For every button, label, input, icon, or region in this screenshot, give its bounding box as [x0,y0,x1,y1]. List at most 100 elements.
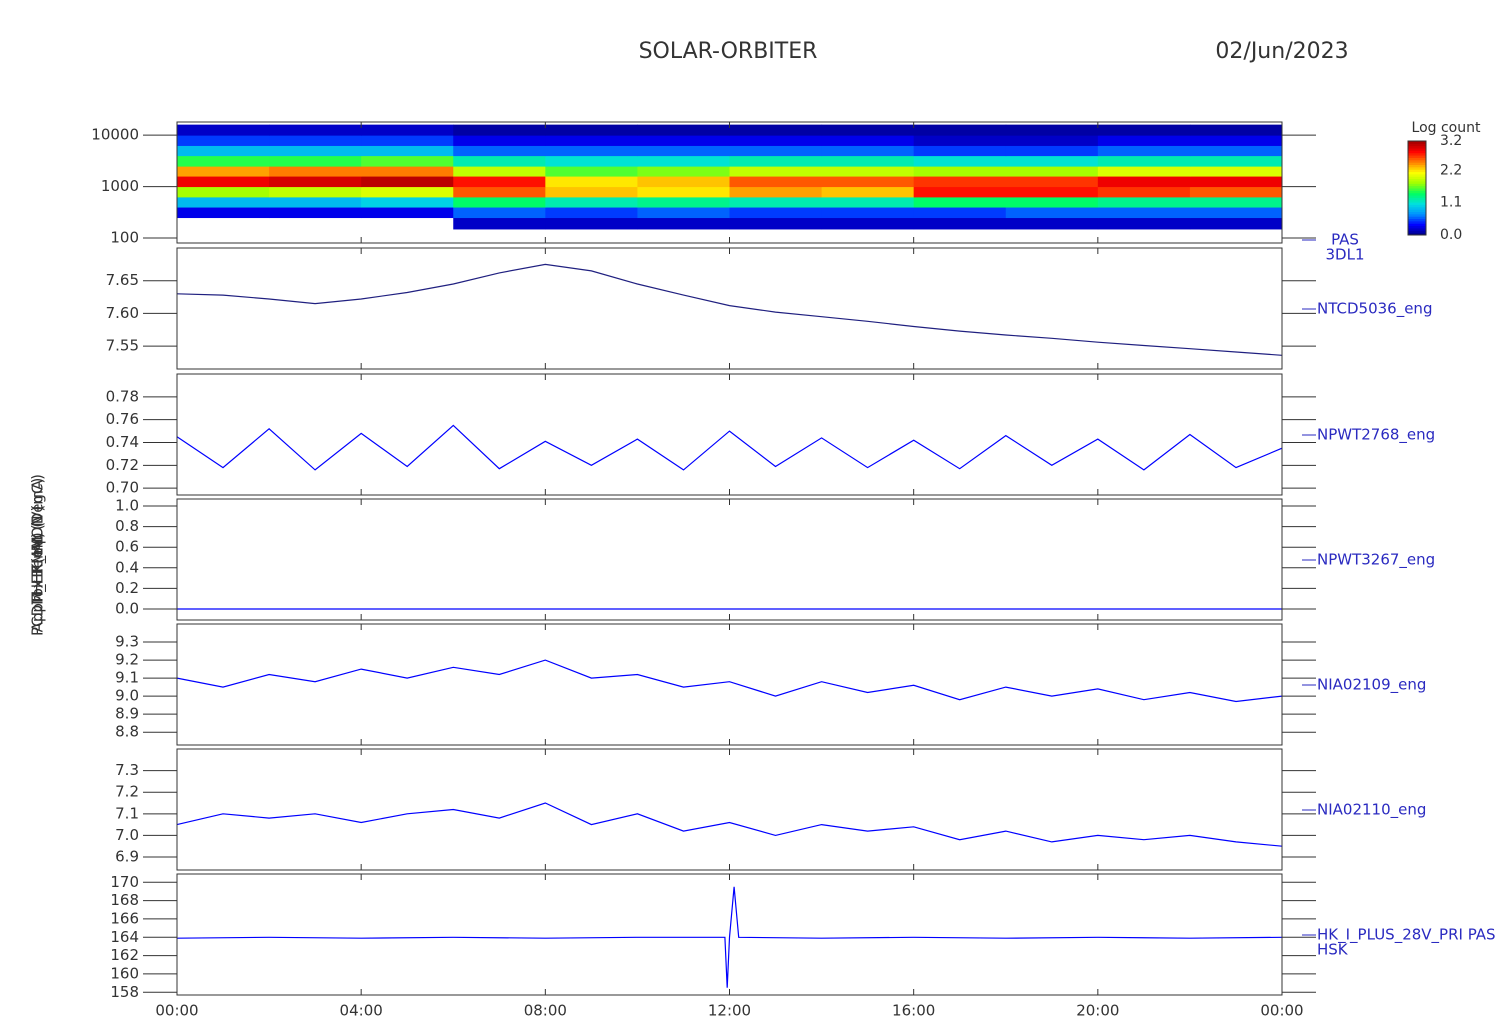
colorbar-swatch [1408,220,1426,224]
heatmap-cell [545,124,638,136]
colorbar-swatch [1408,188,1426,191]
heatmap-cell [361,145,454,157]
heatmap-cell [269,155,362,167]
y-tick-label: 0.72 [106,456,139,474]
panel-frame [176,623,1283,746]
heatmap-cell [269,207,362,219]
y-tick-label: 170 [110,873,139,891]
heatmap-cell [361,124,454,136]
heatmap-cell [545,186,638,198]
heatmap-cell [1005,196,1099,208]
y-tick-label: 7.1 [115,804,139,822]
colorbar-swatch [1408,211,1426,215]
x-tick-label: 04:00 [340,1002,383,1020]
y-axis-label: Approx Temp (DegC) [29,478,47,633]
panel-label: HSK [1317,941,1349,959]
heatmap-cell [1189,217,1283,230]
heatmap-cell [1097,207,1191,219]
heatmap-cell [1097,135,1191,146]
line [176,659,1283,703]
heatmap-cell [545,176,638,188]
colorbar-title: Log count [1412,120,1481,136]
heatmap-cell [729,176,823,188]
panel-label: PAS [1331,231,1359,249]
colorbar-swatch [1408,145,1426,149]
y-tick-label: 8.8 [115,723,139,741]
colorbar-swatch [1408,169,1426,173]
heatmap-cell [269,186,362,198]
y-tick-label: 9.1 [115,669,139,687]
heatmap-cell [729,196,823,208]
colorbar-swatch [1408,148,1426,151]
y-tick-label: 166 [110,909,139,927]
heatmap-cell [821,176,915,188]
heatmap-cell [729,207,823,219]
heatmap-cell [177,176,270,188]
heatmap-cell [913,196,1007,208]
heatmap-cell [1097,155,1191,167]
heatmap-cell [453,124,546,136]
heatmap-cell [1005,186,1099,198]
colorbar-swatch [1408,216,1426,220]
colorbar-swatch [1408,230,1426,234]
heatmap-cell [177,145,270,157]
colorbar-swatch [1408,164,1426,168]
y-tick-label: 0.78 [106,387,139,405]
heatmap-cell [361,196,454,208]
heatmap-cell [1005,124,1099,136]
heatmap-cell [361,186,454,198]
heatmap-cell [1189,186,1283,198]
heatmap-cell [453,176,546,188]
heatmap-cell [177,166,270,177]
y-tick-label: 162 [110,946,139,964]
heatmap-cell [269,166,362,177]
y-tick-label: 9.2 [115,651,139,669]
panel-frame [176,498,1283,621]
heatmap-cell [913,176,1007,188]
heatmap-cell [1097,124,1191,136]
y-tick-label: 7.0 [115,826,139,844]
y-tick-label: 168 [110,891,139,909]
x-tick-label: 00:00 [155,1002,198,1020]
colorbar-swatch [1408,183,1426,187]
heatmap-cell [821,196,915,208]
heatmap-cell [729,135,823,146]
x-tick-label: 20:00 [1076,1002,1119,1020]
line [176,424,1283,471]
colorbar-swatch [1408,190,1426,194]
colorbar-swatch [1408,150,1426,154]
heatmap-cell [637,145,730,157]
heatmap-cell [637,217,730,230]
colorbar-swatch [1408,157,1426,161]
heatmap-cell [545,145,638,157]
panel-label: NIA02110_eng [1317,801,1426,820]
heatmap-cell [1005,207,1099,219]
colorbar-swatch [1408,152,1426,156]
heatmap-cell [913,217,1007,230]
heatmap-cell [729,166,823,177]
heatmap-cell [637,207,730,219]
heatmap-cell [821,135,915,146]
y-tick-label: 10000 [91,126,139,144]
x-tick-label: 12:00 [708,1002,751,1020]
y-tick-label: 0.8 [115,517,139,535]
colorbar-swatch [1408,225,1426,229]
y-tick-label: 6.9 [115,848,139,866]
heatmap-cell [637,135,730,146]
colorbar-swatch [1408,155,1426,158]
heatmap-cell [821,145,915,157]
heatmap-cell [913,124,1007,136]
y-tick-label: 7.2 [115,783,139,801]
heatmap-cell [453,207,546,219]
colorbar-swatch [1408,199,1426,203]
heatmap-cell [729,124,823,136]
colorbar-swatch [1408,185,1426,189]
heatmap-cell [637,124,730,136]
y-tick-label: 158 [110,983,139,1001]
heatmap-cell [1005,155,1099,167]
colorbar-swatch [1408,209,1426,212]
colorbar-swatch [1408,192,1426,196]
heatmap-cell [269,176,362,188]
heatmap-cell [361,166,454,177]
